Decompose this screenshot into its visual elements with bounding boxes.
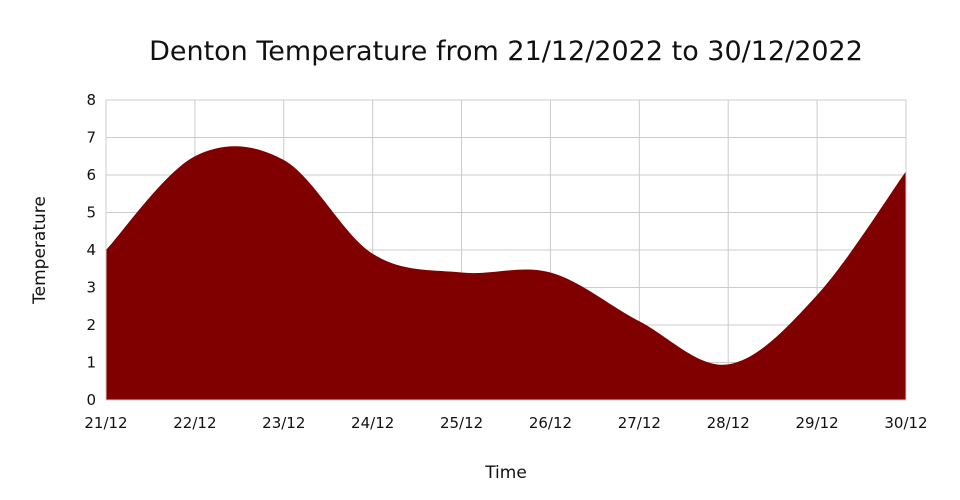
x-axis-label: Time bbox=[484, 463, 527, 483]
plot-border bbox=[105, 99, 907, 401]
y-tick-label: 6 bbox=[86, 166, 96, 184]
x-tick-label: 26/12 bbox=[529, 414, 572, 432]
y-tick-label: 0 bbox=[86, 391, 96, 409]
y-tick-label: 3 bbox=[86, 279, 96, 297]
x-tick-label: 24/12 bbox=[351, 414, 394, 432]
y-tick-label: 4 bbox=[86, 241, 96, 259]
x-tick-label: 28/12 bbox=[707, 414, 750, 432]
y-tick-label: 5 bbox=[86, 204, 96, 222]
x-tick-label: 21/12 bbox=[84, 414, 127, 432]
y-tick-label: 1 bbox=[86, 354, 96, 372]
x-tick-label: 30/12 bbox=[884, 414, 927, 432]
x-tick-label: 27/12 bbox=[618, 414, 661, 432]
x-tick-label: 22/12 bbox=[173, 414, 216, 432]
x-axis-ticks: 21/12 22/12 23/12 24/12 25/12 26/12 27/12 28/12… bbox=[84, 414, 927, 432]
chart-title: Denton Temperature from 21/12/2022 to 30… bbox=[149, 36, 863, 67]
y-axis-label: Temperature bbox=[30, 196, 50, 305]
y-axis-ticks: 0 1 2 3 4 5 6 7 8 bbox=[86, 91, 96, 409]
x-tick-label: 25/12 bbox=[440, 414, 483, 432]
y-tick-label: 7 bbox=[86, 129, 96, 147]
y-tick-label: 2 bbox=[86, 316, 96, 334]
temperature-area bbox=[106, 146, 906, 400]
x-tick-label: 23/12 bbox=[262, 414, 305, 432]
y-tick-label: 8 bbox=[86, 91, 96, 109]
x-tick-label: 29/12 bbox=[795, 414, 838, 432]
